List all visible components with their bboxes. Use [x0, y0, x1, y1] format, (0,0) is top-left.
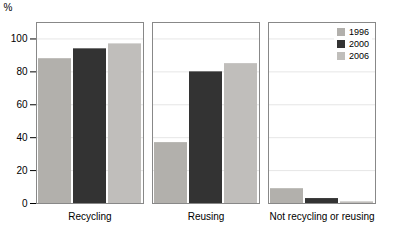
- html-text:2000: 2000: [349, 39, 369, 49]
- html-text:2006: 2006: [349, 51, 369, 61]
- html-text:1996: 1996: [349, 27, 369, 37]
- svg-text:100: 100: [11, 33, 28, 44]
- svg-text:Recycling: Recycling: [68, 211, 111, 222]
- svg-text:Reusing: Reusing: [188, 211, 225, 222]
- svg-text:%: %: [4, 2, 13, 13]
- svg-text:Not recycling or reusing: Not recycling or reusing: [269, 211, 374, 222]
- svg-text:20: 20: [16, 165, 28, 176]
- svg-text:80: 80: [16, 66, 28, 77]
- svg-text:0: 0: [22, 198, 28, 209]
- svg-text:40: 40: [16, 132, 28, 143]
- svg-text:60: 60: [16, 99, 28, 110]
